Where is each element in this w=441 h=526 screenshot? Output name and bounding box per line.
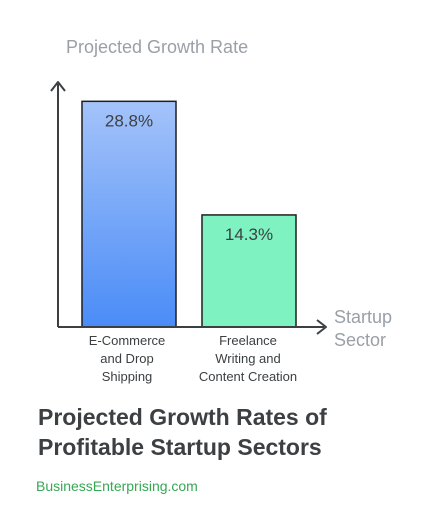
bar-1 xyxy=(81,100,177,328)
y-axis-arrow xyxy=(50,81,66,92)
bar-value-label-2: 14.3% xyxy=(225,225,273,244)
x-axis-arrow xyxy=(316,319,327,335)
y-axis-label: Projected Growth Rate xyxy=(66,37,249,57)
chart-title: Projected Growth Rates of Profitable Sta… xyxy=(38,404,327,460)
bar-value-label-1: 28.8% xyxy=(105,111,153,130)
category-label-1: E-Commerce and Drop Shipping xyxy=(89,333,166,384)
source-link[interactable]: BusinessEnterprising.com xyxy=(36,478,198,494)
x-axis-label: Startup Sector xyxy=(334,307,393,350)
category-label-2: Freelance Writing and Content Creation xyxy=(199,333,297,384)
